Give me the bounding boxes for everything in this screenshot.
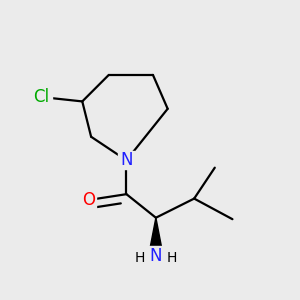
Text: O: O xyxy=(82,191,95,209)
Polygon shape xyxy=(148,218,163,256)
Bar xyxy=(80,191,96,209)
Text: H: H xyxy=(167,251,177,266)
Text: N: N xyxy=(120,151,133,169)
Text: N: N xyxy=(150,247,162,265)
Bar xyxy=(137,246,175,266)
Bar xyxy=(118,152,134,169)
Text: H: H xyxy=(134,251,145,266)
Bar xyxy=(30,88,52,106)
Text: Cl: Cl xyxy=(33,88,49,106)
